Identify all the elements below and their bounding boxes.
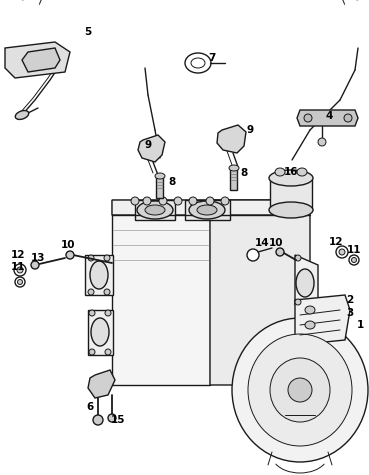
Ellipse shape — [296, 269, 314, 297]
Polygon shape — [295, 295, 350, 345]
Ellipse shape — [297, 168, 307, 176]
Ellipse shape — [247, 249, 259, 261]
Text: 7: 7 — [208, 53, 216, 63]
Ellipse shape — [288, 378, 312, 402]
Ellipse shape — [349, 255, 359, 265]
Ellipse shape — [15, 277, 25, 287]
Ellipse shape — [269, 202, 313, 218]
Ellipse shape — [17, 267, 23, 273]
Ellipse shape — [131, 197, 139, 205]
Text: 10: 10 — [61, 240, 75, 250]
Ellipse shape — [108, 414, 116, 422]
Ellipse shape — [105, 349, 111, 355]
Ellipse shape — [105, 310, 111, 316]
Ellipse shape — [276, 248, 284, 256]
Text: 11: 11 — [347, 245, 361, 255]
Ellipse shape — [89, 349, 95, 355]
Ellipse shape — [206, 197, 214, 205]
Ellipse shape — [336, 246, 348, 258]
Text: 9: 9 — [246, 125, 254, 135]
Ellipse shape — [15, 111, 29, 119]
Ellipse shape — [344, 114, 352, 122]
Text: 9: 9 — [144, 140, 152, 150]
Text: 10: 10 — [269, 238, 283, 248]
Ellipse shape — [88, 255, 94, 261]
Ellipse shape — [137, 201, 173, 219]
Ellipse shape — [221, 197, 229, 205]
Ellipse shape — [104, 289, 110, 295]
Ellipse shape — [93, 415, 103, 425]
Polygon shape — [297, 110, 358, 126]
Polygon shape — [210, 200, 310, 385]
Ellipse shape — [232, 318, 368, 462]
Text: 2: 2 — [346, 295, 354, 305]
Polygon shape — [22, 48, 60, 72]
Ellipse shape — [275, 168, 285, 176]
Ellipse shape — [189, 201, 225, 219]
Ellipse shape — [305, 306, 315, 314]
Text: 8: 8 — [240, 168, 248, 178]
Ellipse shape — [295, 299, 301, 305]
Text: 5: 5 — [85, 27, 92, 37]
Text: 6: 6 — [86, 402, 94, 412]
Ellipse shape — [17, 279, 23, 285]
Text: 1: 1 — [356, 320, 363, 330]
Ellipse shape — [104, 255, 110, 261]
Text: 15: 15 — [111, 415, 125, 425]
Polygon shape — [112, 200, 210, 385]
Ellipse shape — [318, 138, 326, 146]
Text: 11: 11 — [11, 262, 25, 272]
Ellipse shape — [14, 264, 26, 276]
Ellipse shape — [304, 114, 312, 122]
Text: 3: 3 — [346, 308, 354, 318]
Polygon shape — [185, 200, 230, 220]
Polygon shape — [156, 175, 163, 198]
Ellipse shape — [197, 205, 217, 215]
Polygon shape — [5, 42, 70, 78]
Ellipse shape — [248, 334, 352, 446]
Text: 4: 4 — [325, 111, 333, 121]
Ellipse shape — [339, 249, 345, 255]
Ellipse shape — [155, 173, 165, 179]
Polygon shape — [295, 255, 318, 305]
Text: 16: 16 — [284, 167, 298, 177]
Text: 12: 12 — [11, 250, 25, 260]
Ellipse shape — [90, 261, 108, 289]
Ellipse shape — [352, 257, 356, 263]
Ellipse shape — [143, 197, 151, 205]
Text: 12: 12 — [329, 237, 343, 247]
Ellipse shape — [295, 255, 301, 261]
Ellipse shape — [89, 310, 95, 316]
Ellipse shape — [191, 58, 205, 68]
Ellipse shape — [145, 205, 165, 215]
Ellipse shape — [159, 197, 167, 205]
Ellipse shape — [174, 197, 182, 205]
Ellipse shape — [305, 321, 315, 329]
Ellipse shape — [88, 289, 94, 295]
Ellipse shape — [189, 197, 197, 205]
Ellipse shape — [31, 261, 39, 269]
Ellipse shape — [229, 165, 239, 171]
Text: 14: 14 — [255, 238, 269, 248]
Polygon shape — [270, 178, 312, 210]
Polygon shape — [135, 200, 175, 220]
Polygon shape — [85, 255, 113, 295]
Polygon shape — [138, 135, 165, 162]
Text: 13: 13 — [31, 253, 45, 263]
Ellipse shape — [269, 170, 313, 186]
Polygon shape — [230, 167, 237, 190]
Ellipse shape — [185, 53, 211, 73]
Polygon shape — [217, 125, 246, 153]
Polygon shape — [112, 200, 310, 215]
Ellipse shape — [66, 251, 74, 259]
Polygon shape — [88, 370, 115, 398]
Ellipse shape — [91, 318, 109, 346]
Ellipse shape — [270, 358, 330, 422]
Polygon shape — [88, 310, 113, 355]
Text: 8: 8 — [168, 177, 176, 187]
